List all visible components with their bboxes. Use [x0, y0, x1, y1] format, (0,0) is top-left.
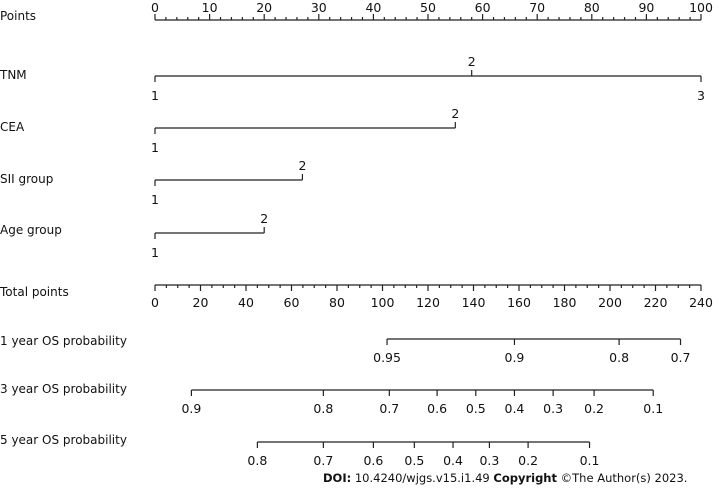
1-year-os-probability-tick-label: 0.7 [671, 350, 691, 365]
tnm-level-label: 3 [697, 88, 705, 103]
copyright-label: Copyright [493, 471, 557, 485]
points-tick-label: 0 [151, 0, 159, 15]
points-tick-label: 40 [365, 0, 381, 15]
3-year-os-probability-tick-label: 0.5 [466, 401, 486, 416]
doi-value: 10.4240/wjgs.v15.i1.49 [351, 471, 494, 485]
row-label-age-group: Age group [0, 223, 62, 237]
5-year-os-probability-tick-label: 0.6 [363, 453, 383, 468]
footer-citation: DOI: 10.4240/wjgs.v15.i1.49 Copyright ©T… [323, 471, 687, 485]
tnm-level-label: 1 [151, 88, 159, 103]
total-points-tick-label: 200 [598, 295, 622, 310]
1-year-os-probability-tick-label: 0.95 [373, 350, 401, 365]
1-year-os-probability-tick-label: 0.9 [505, 350, 525, 365]
5-year-os-probability-tick-label: 0.5 [404, 453, 424, 468]
total-points-tick-label: 220 [644, 295, 668, 310]
total-points-tick-label: 180 [553, 295, 577, 310]
total-points-tick-label: 160 [507, 295, 531, 310]
3-year-os-probability-tick-label: 0.2 [584, 401, 604, 416]
3-year-os-probability-tick-label: 0.3 [543, 401, 563, 416]
row-label-tnm: TNM [0, 68, 27, 82]
points-tick-label: 100 [689, 0, 713, 15]
row-label-5-year-os-probability: 5 year OS probability [0, 433, 127, 447]
points-tick-label: 90 [638, 0, 654, 15]
5-year-os-probability-tick-label: 0.4 [443, 453, 463, 468]
points-tick-label: 10 [202, 0, 218, 15]
total-points-tick-label: 100 [371, 295, 395, 310]
5-year-os-probability-tick-label: 0.2 [518, 453, 538, 468]
points-tick-label: 60 [475, 0, 491, 15]
3-year-os-probability-tick-label: 0.4 [505, 401, 525, 416]
3-year-os-probability-tick-label: 0.7 [379, 401, 399, 416]
points-tick-label: 30 [311, 0, 327, 15]
total-points-tick-label: 80 [329, 295, 345, 310]
3-year-os-probability-tick-label: 0.9 [181, 401, 201, 416]
age-group-level-label: 1 [151, 245, 159, 260]
tnm-level-label: 2 [468, 54, 476, 69]
row-label-cea: CEA [0, 120, 25, 134]
5-year-os-probability-tick-label: 0.8 [247, 453, 267, 468]
cea-level-label: 1 [151, 140, 159, 155]
sii-group-level-label: 1 [151, 192, 159, 207]
sii-group-level-label: 2 [298, 158, 306, 173]
row-label-sii-group: SII group [0, 172, 53, 186]
5-year-os-probability-tick-label: 0.3 [479, 453, 499, 468]
points-tick-label: 20 [256, 0, 272, 15]
row-label-total-points: Total points [0, 285, 69, 299]
points-tick-label: 80 [584, 0, 600, 15]
age-group-level-label: 2 [260, 211, 268, 226]
total-points-tick-label: 0 [151, 295, 159, 310]
row-label-points: Points [0, 9, 36, 23]
total-points-tick-label: 120 [416, 295, 440, 310]
total-points-tick-label: 240 [689, 295, 713, 310]
3-year-os-probability-tick-label: 0.1 [643, 401, 663, 416]
5-year-os-probability-tick-label: 0.7 [313, 453, 333, 468]
1-year-os-probability-tick-label: 0.8 [609, 350, 629, 365]
points-tick-label: 70 [529, 0, 545, 15]
total-points-tick-label: 40 [238, 295, 254, 310]
total-points-tick-label: 20 [193, 295, 209, 310]
row-label-1-year-os-probability: 1 year OS probability [0, 334, 127, 348]
total-points-tick-label: 60 [284, 295, 300, 310]
3-year-os-probability-tick-label: 0.8 [313, 401, 333, 416]
5-year-os-probability-tick-label: 0.1 [580, 453, 600, 468]
doi-label: DOI: [323, 471, 352, 485]
copyright-value: ©The Author(s) 2023. [557, 471, 688, 485]
cea-level-label: 2 [451, 106, 459, 121]
row-label-3-year-os-probability: 3 year OS probability [0, 382, 127, 396]
3-year-os-probability-tick-label: 0.6 [427, 401, 447, 416]
total-points-tick-label: 140 [462, 295, 486, 310]
points-tick-label: 50 [420, 0, 436, 15]
